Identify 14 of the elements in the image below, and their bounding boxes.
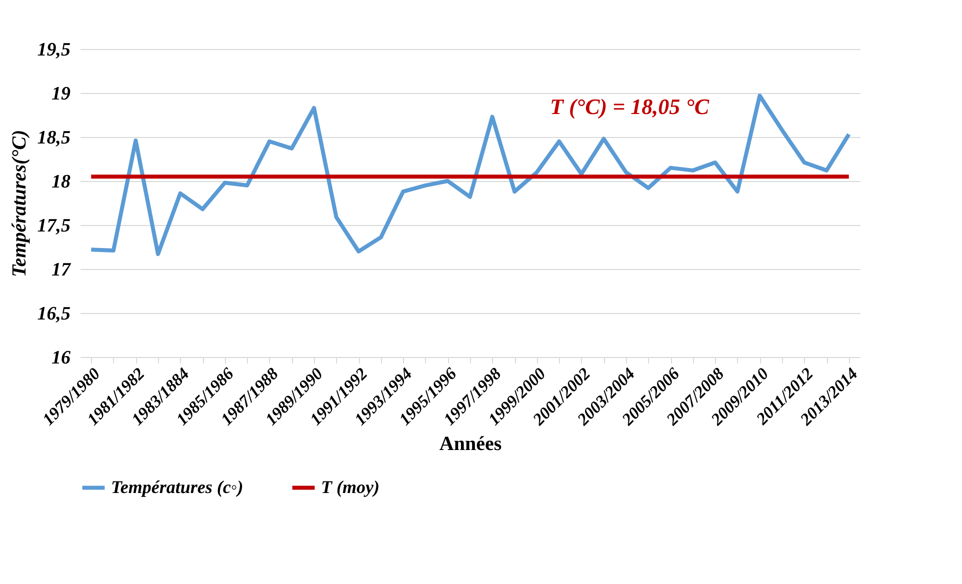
y-tick-label: 18,5	[37, 128, 71, 148]
y-tick-label: 16,5	[37, 304, 71, 324]
y-tick-label: 19	[52, 84, 71, 104]
y-axis-title: Températures(°C)	[8, 130, 30, 278]
y-tick-label: 17	[52, 260, 72, 280]
y-tick-label: 17,5	[37, 216, 71, 236]
legend-label: Températures (c◦)	[111, 476, 244, 497]
y-tick-label: 18	[52, 172, 71, 192]
line-series	[89, 94, 851, 256]
legend-label: T (moy)	[321, 476, 380, 497]
annotation: T (°C) = 18,05 °C	[550, 94, 710, 119]
y-tick-label: 16	[52, 348, 71, 368]
x-axis-title: Années	[439, 433, 502, 456]
y-tick-label: 19,5	[37, 40, 71, 60]
